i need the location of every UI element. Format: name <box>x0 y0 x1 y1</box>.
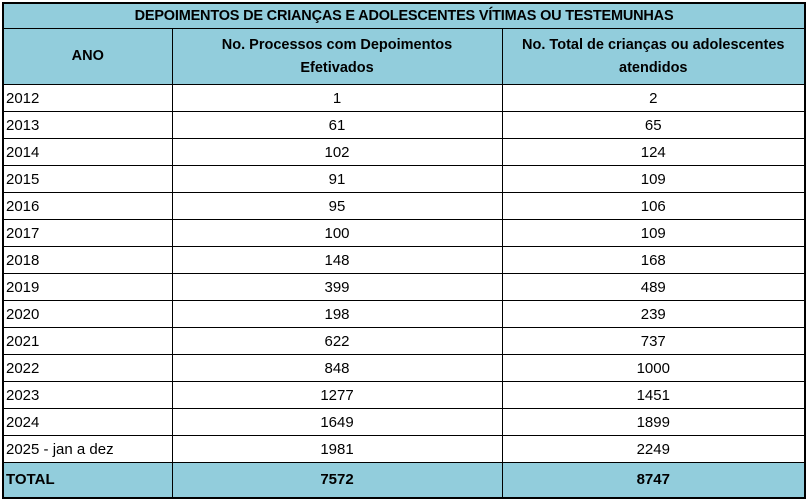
year-cell: 2025 - jan a dez <box>2 435 173 463</box>
table-row: 2015 91 109 <box>2 165 806 193</box>
column-header-processos: No. Processos com Depoimentos Efetivados <box>171 28 503 85</box>
processos-cell: 148 <box>171 246 503 274</box>
table-row: 2022 848 1000 <box>2 354 806 382</box>
year-cell: 2023 <box>2 381 173 409</box>
processos-cell: 1 <box>171 84 503 112</box>
processos-cell: 1981 <box>171 435 503 463</box>
processos-cell: 100 <box>171 219 503 247</box>
year-cell: 2016 <box>2 192 173 220</box>
table-row: 2024 1649 1899 <box>2 408 806 436</box>
atendidos-cell: 2249 <box>501 435 806 463</box>
table-row: 2014 102 124 <box>2 138 806 166</box>
table-total-row: TOTAL 7572 8747 <box>2 462 806 498</box>
atendidos-cell: 109 <box>501 219 806 247</box>
processos-cell: 61 <box>171 111 503 139</box>
atendidos-cell: 1899 <box>501 408 806 436</box>
atendidos-cell: 124 <box>501 138 806 166</box>
column-header-atendidos: No. Total de crianças ou adolescentes at… <box>501 28 806 85</box>
table-title: DEPOIMENTOS DE CRIANÇAS E ADOLESCENTES V… <box>2 2 806 29</box>
year-cell: 2022 <box>2 354 173 382</box>
atendidos-cell: 489 <box>501 273 806 301</box>
atendidos-cell: 737 <box>501 327 806 355</box>
year-cell: 2018 <box>2 246 173 274</box>
year-cell: 2024 <box>2 408 173 436</box>
total-atendidos: 8747 <box>501 462 806 498</box>
year-cell: 2012 <box>2 84 173 112</box>
table-row: 2017 100 109 <box>2 219 806 247</box>
table-row: 2018 148 168 <box>2 246 806 274</box>
total-processos: 7572 <box>171 462 503 498</box>
year-cell: 2020 <box>2 300 173 328</box>
atendidos-cell: 239 <box>501 300 806 328</box>
year-cell: 2014 <box>2 138 173 166</box>
year-cell: 2013 <box>2 111 173 139</box>
year-cell: 2021 <box>2 327 173 355</box>
year-cell: 2017 <box>2 219 173 247</box>
processos-cell: 1277 <box>171 381 503 409</box>
atendidos-cell: 106 <box>501 192 806 220</box>
table-row: 2025 - jan a dez 1981 2249 <box>2 435 806 463</box>
processos-cell: 198 <box>171 300 503 328</box>
year-cell: 2015 <box>2 165 173 193</box>
year-cell: 2019 <box>2 273 173 301</box>
atendidos-cell: 1451 <box>501 381 806 409</box>
table-row: 2016 95 106 <box>2 192 806 220</box>
atendidos-cell: 1000 <box>501 354 806 382</box>
table-row: 2021 622 737 <box>2 327 806 355</box>
processos-cell: 399 <box>171 273 503 301</box>
table-row: 2013 61 65 <box>2 111 806 139</box>
atendidos-cell: 168 <box>501 246 806 274</box>
atendidos-cell: 109 <box>501 165 806 193</box>
processos-cell: 622 <box>171 327 503 355</box>
processos-cell: 1649 <box>171 408 503 436</box>
table-title-text: DEPOIMENTOS DE CRIANÇAS E ADOLESCENTES V… <box>134 8 674 24</box>
table-row: 2023 1277 1451 <box>2 381 806 409</box>
processos-cell: 102 <box>171 138 503 166</box>
table-title-row: DEPOIMENTOS DE CRIANÇAS E ADOLESCENTES V… <box>2 2 806 29</box>
column-header-ano: ANO <box>2 28 173 85</box>
processos-cell: 91 <box>171 165 503 193</box>
processos-cell: 95 <box>171 192 503 220</box>
total-label: TOTAL <box>2 462 173 498</box>
atendidos-cell: 65 <box>501 111 806 139</box>
table-header-row: ANO No. Processos com Depoimentos Efetiv… <box>2 28 806 85</box>
table-row: 2012 1 2 <box>2 84 806 112</box>
processos-cell: 848 <box>171 354 503 382</box>
atendidos-cell: 2 <box>501 84 806 112</box>
table-row: 2020 198 239 <box>2 300 806 328</box>
table-row: 2019 399 489 <box>2 273 806 301</box>
